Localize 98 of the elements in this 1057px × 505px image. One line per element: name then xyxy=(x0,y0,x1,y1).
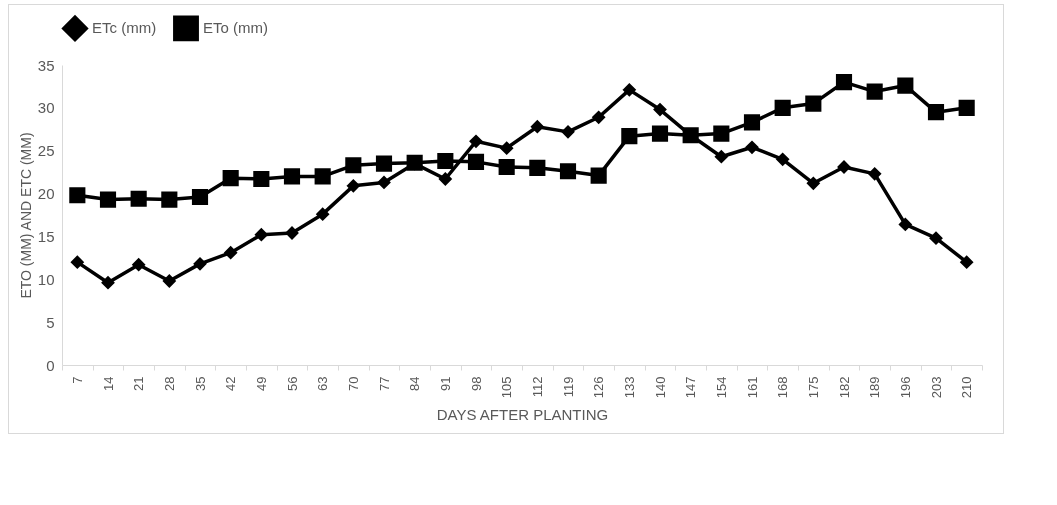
point xyxy=(590,167,607,184)
point xyxy=(469,134,483,148)
point xyxy=(898,217,912,231)
point xyxy=(498,158,515,176)
y-tick-label: 25 xyxy=(37,142,55,160)
point xyxy=(161,191,178,208)
y-tick-label: 10 xyxy=(37,270,55,288)
x-tick-label: 182 xyxy=(836,376,852,399)
point xyxy=(651,125,669,142)
x-axis-title: DAYS AFTER PLANTING xyxy=(436,406,609,424)
point xyxy=(69,187,86,204)
x-tick-label: 210 xyxy=(959,376,975,399)
x-tick-label: 126 xyxy=(591,376,607,399)
point xyxy=(193,257,207,271)
legend-label: ETo (mm) xyxy=(203,19,268,37)
point xyxy=(346,179,360,193)
x-tick-label: 154 xyxy=(713,376,729,399)
point xyxy=(132,258,146,272)
point xyxy=(592,110,606,124)
point xyxy=(253,170,270,188)
point xyxy=(316,207,330,221)
point xyxy=(500,141,514,155)
x-tick-label: 112 xyxy=(529,376,545,398)
point xyxy=(621,128,638,145)
x-tick-label: 70 xyxy=(345,376,361,391)
point xyxy=(224,246,238,260)
point xyxy=(283,168,301,185)
point xyxy=(191,188,209,206)
x-tick-label: 189 xyxy=(867,376,883,399)
point xyxy=(805,95,822,112)
point xyxy=(529,159,546,176)
x-tick-label: 84 xyxy=(407,376,423,391)
point xyxy=(437,152,454,170)
x-tick-label: 105 xyxy=(499,376,515,399)
point xyxy=(285,226,299,240)
point xyxy=(314,168,331,185)
x-tick-label: 21 xyxy=(131,376,147,391)
point xyxy=(714,150,728,164)
y-tick-label: 5 xyxy=(46,313,55,331)
x-tick-label: 98 xyxy=(468,376,484,391)
point xyxy=(622,83,636,97)
point xyxy=(960,255,974,269)
x-tick-label: 56 xyxy=(284,376,300,391)
y-tick-label: 15 xyxy=(37,227,55,245)
x-tick-label: 7 xyxy=(69,376,85,384)
x-tick-label: 35 xyxy=(192,376,208,391)
point xyxy=(929,231,943,245)
x-tick-label: 147 xyxy=(683,376,699,399)
point xyxy=(743,114,761,131)
x-tick-label: 42 xyxy=(223,376,239,391)
point xyxy=(653,103,667,117)
point xyxy=(559,163,577,180)
x-tick-label: 133 xyxy=(621,376,637,399)
x-tick-label: 175 xyxy=(805,376,821,399)
point xyxy=(561,125,575,139)
point xyxy=(866,83,883,100)
point xyxy=(222,170,239,187)
x-tick-label: 203 xyxy=(928,376,944,399)
x-tick-label: 77 xyxy=(376,376,392,391)
point xyxy=(254,228,268,242)
y-tick-label: 30 xyxy=(37,99,55,117)
point xyxy=(897,77,914,94)
point xyxy=(868,167,882,181)
point xyxy=(776,152,790,166)
point xyxy=(958,99,975,116)
point xyxy=(467,153,485,170)
y-tick-label: 0 xyxy=(46,356,55,374)
x-tick-label: 49 xyxy=(253,376,269,391)
y-tick-label: 20 xyxy=(37,185,55,203)
point xyxy=(835,74,853,91)
point xyxy=(377,175,391,189)
x-tick-label: 168 xyxy=(775,376,791,399)
point xyxy=(530,120,544,134)
point xyxy=(774,99,791,116)
point xyxy=(375,155,393,172)
x-tick-label: 161 xyxy=(744,376,760,399)
point xyxy=(99,191,117,208)
x-tick-label: 28 xyxy=(161,376,177,391)
point xyxy=(806,176,820,190)
x-tick-label: 196 xyxy=(897,376,913,399)
point xyxy=(162,274,176,288)
y-tick-label: 35 xyxy=(37,56,55,74)
point xyxy=(745,140,759,154)
point xyxy=(713,125,730,142)
point xyxy=(927,104,945,121)
x-tick-label: 140 xyxy=(652,376,668,399)
legend-label: ETc (mm) xyxy=(92,19,157,37)
y-axis-title: ETO (MM) AND ETC (MM) xyxy=(17,132,34,299)
x-tick-label: 14 xyxy=(100,376,116,391)
point xyxy=(101,276,115,290)
x-tick-label: 63 xyxy=(315,376,331,391)
point xyxy=(837,160,851,174)
x-tick-label: 91 xyxy=(437,376,453,391)
point xyxy=(345,157,362,174)
point xyxy=(438,172,452,186)
point xyxy=(70,255,84,269)
x-tick-label: 119 xyxy=(560,376,576,398)
point xyxy=(130,190,147,207)
